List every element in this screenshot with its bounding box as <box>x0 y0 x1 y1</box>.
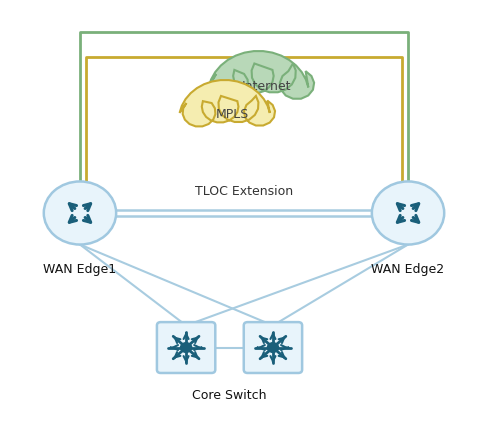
Text: WAN Edge1: WAN Edge1 <box>43 263 117 276</box>
PathPatch shape <box>180 80 275 127</box>
Circle shape <box>44 181 116 245</box>
Circle shape <box>372 181 444 245</box>
Circle shape <box>267 343 279 352</box>
Text: Internet: Internet <box>242 81 291 93</box>
Text: Core Switch: Core Switch <box>192 389 267 402</box>
FancyBboxPatch shape <box>244 322 302 373</box>
PathPatch shape <box>208 51 314 100</box>
Circle shape <box>181 343 192 352</box>
FancyBboxPatch shape <box>157 322 215 373</box>
Text: MPLS: MPLS <box>215 108 249 121</box>
Text: WAN Edge2: WAN Edge2 <box>371 263 445 276</box>
Text: TLOC Extension: TLOC Extension <box>195 185 293 198</box>
